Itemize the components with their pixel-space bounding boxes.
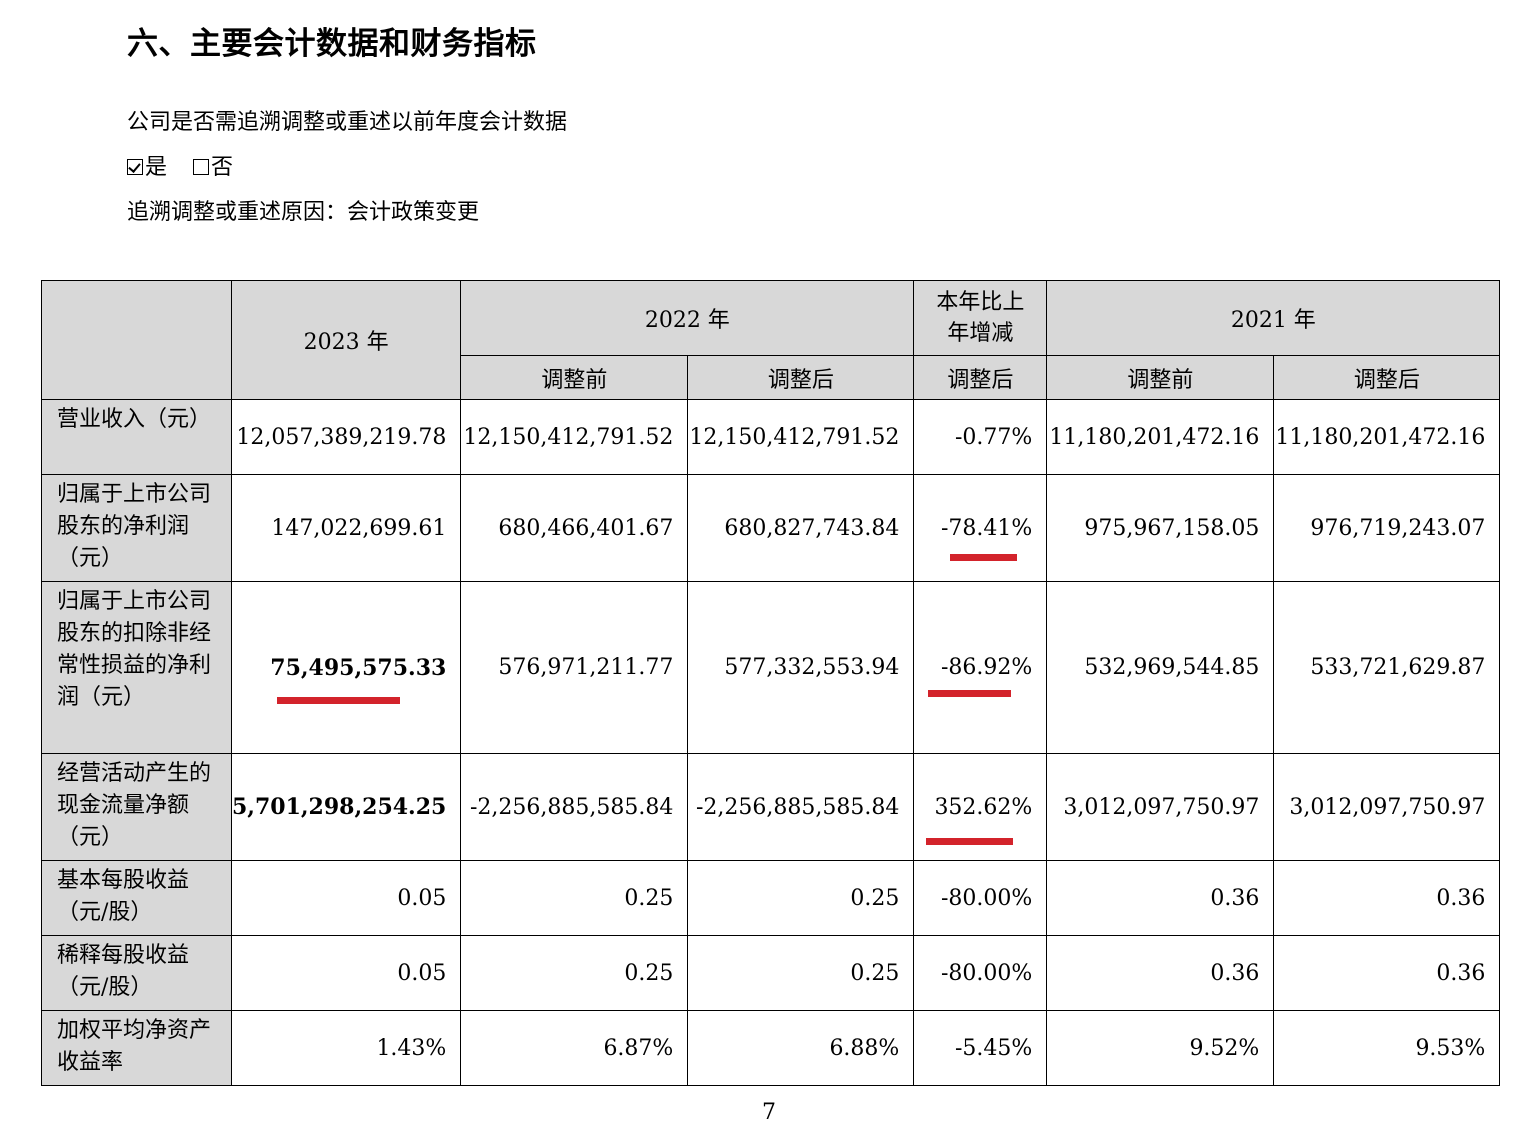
value-2023: 1.43% [230,1010,462,1086]
row-label: 营业收入（元） [41,399,232,475]
header-2023: 2023 年 [230,280,462,400]
page-number: 7 [762,1100,776,1125]
restatement-reason: 追溯调整或重述原因：会计政策变更 [127,200,480,225]
row-label: 归属于上市公司股东的扣除非经常性损益的净利润（元） [41,581,232,754]
value-2023: 75,495,575.33 [230,581,462,754]
value-2022-after: 680,827,743.84 [687,474,915,582]
value-2023: 0.05 [230,860,462,936]
value-2021-before: 975,967,158.05 [1046,474,1275,582]
header-2022-before: 调整前 [460,355,689,400]
value-change: -78.41% [913,474,1048,582]
value-2021-after: 3,012,097,750.97 [1273,753,1501,861]
value-2021-after: 0.36 [1273,860,1501,936]
header-2022: 2022 年 [460,280,915,356]
table-row: 归属于上市公司股东的扣除非经常性损益的净利润（元） 75,495,575.33 … [41,581,1501,754]
header-2021-after: 调整后 [1273,355,1501,400]
value-2022-before: 0.25 [460,935,689,1011]
row-label: 经营活动产生的现金流量净额（元） [41,753,232,861]
value-2022-before: 6.87% [460,1010,689,1086]
value-2022-before: 0.25 [460,860,689,936]
row-label: 稀释每股收益（元/股） [41,935,232,1011]
header-2021-before: 调整前 [1046,355,1275,400]
value-2022-after: -2,256,885,585.84 [687,753,915,861]
table-row: 经营活动产生的现金流量净额（元） 5,701,298,254.25 -2,256… [41,753,1501,861]
value-2022-before: -2,256,885,585.84 [460,753,689,861]
value-change: -0.77% [913,399,1048,475]
red-underline-mark [926,838,1013,845]
table-row: 加权平均净资产收益率 1.43% 6.87% 6.88% -5.45% 9.52… [41,1010,1501,1086]
value-change: -5.45% [913,1010,1048,1086]
value-2023: 5,701,298,254.25 [230,753,462,861]
header-2022-after: 调整后 [687,355,915,400]
value-2021-before: 3,012,097,750.97 [1046,753,1275,861]
header-2021: 2021 年 [1046,280,1501,356]
unchecked-box-icon [193,159,210,175]
red-underline-mark [277,697,400,704]
value-2021-before: 0.36 [1046,860,1275,936]
value-2022-after: 6.88% [687,1010,915,1086]
choice-yes-label: 是 [145,155,168,180]
row-label: 归属于上市公司股东的净利润（元） [41,474,232,582]
header-change-after: 调整后 [913,355,1048,400]
value-2023: 0.05 [230,935,462,1011]
red-underline-mark [950,554,1017,561]
value-2021-after: 0.36 [1273,935,1501,1011]
value-2022-after: 0.25 [687,935,915,1011]
value-2022-after: 0.25 [687,860,915,936]
value-change: -86.92% [913,581,1048,754]
value-2022-before: 576,971,211.77 [460,581,689,754]
value-2021-after: 976,719,243.07 [1273,474,1501,582]
value-2021-after: 9.53% [1273,1010,1501,1086]
restatement-choice: 是 否 [127,149,233,181]
value-2021-after: 533,721,629.87 [1273,581,1501,754]
value-2021-before: 0.36 [1046,935,1275,1011]
red-underline-mark [928,690,1011,697]
value-2021-after: 11,180,201,472.16 [1273,399,1501,475]
section-heading: 六、主要会计数据和财务指标 [127,26,537,62]
table-row: 营业收入（元） 12,057,389,219.78 12,150,412,791… [41,399,1501,475]
value-2021-before: 532,969,544.85 [1046,581,1275,754]
value-2022-after: 12,150,412,791.52 [687,399,915,475]
header-yoy-change: 本年比上年增减 [913,280,1048,356]
checked-box-icon [127,159,143,175]
row-label: 基本每股收益（元/股） [41,860,232,936]
financial-indicators-table: 2023 年 2022 年 本年比上年增减 2021 年 调整前 调整后 调整后… [41,280,1501,1086]
value-change: -80.00% [913,860,1048,936]
table-row: 归属于上市公司股东的净利润（元） 147,022,699.61 680,466,… [41,474,1501,582]
value-2023: 12,057,389,219.78 [230,399,462,475]
row-label: 加权平均净资产收益率 [41,1010,232,1086]
table-row: 稀释每股收益（元/股） 0.05 0.25 0.25 -80.00% 0.36 … [41,935,1501,1011]
value-2021-before: 11,180,201,472.16 [1046,399,1275,475]
value-2022-after: 577,332,553.94 [687,581,915,754]
table-row: 基本每股收益（元/股） 0.05 0.25 0.25 -80.00% 0.36 … [41,860,1501,936]
value-change: -80.00% [913,935,1048,1011]
value-2022-before: 680,466,401.67 [460,474,689,582]
value-2021-before: 9.52% [1046,1010,1275,1086]
value-2023: 147,022,699.61 [230,474,462,582]
value-2022-before: 12,150,412,791.52 [460,399,689,475]
restatement-question: 公司是否需追溯调整或重述以前年度会计数据 [127,110,568,135]
header-empty-cell [41,280,232,400]
choice-no-label: 否 [211,155,234,180]
